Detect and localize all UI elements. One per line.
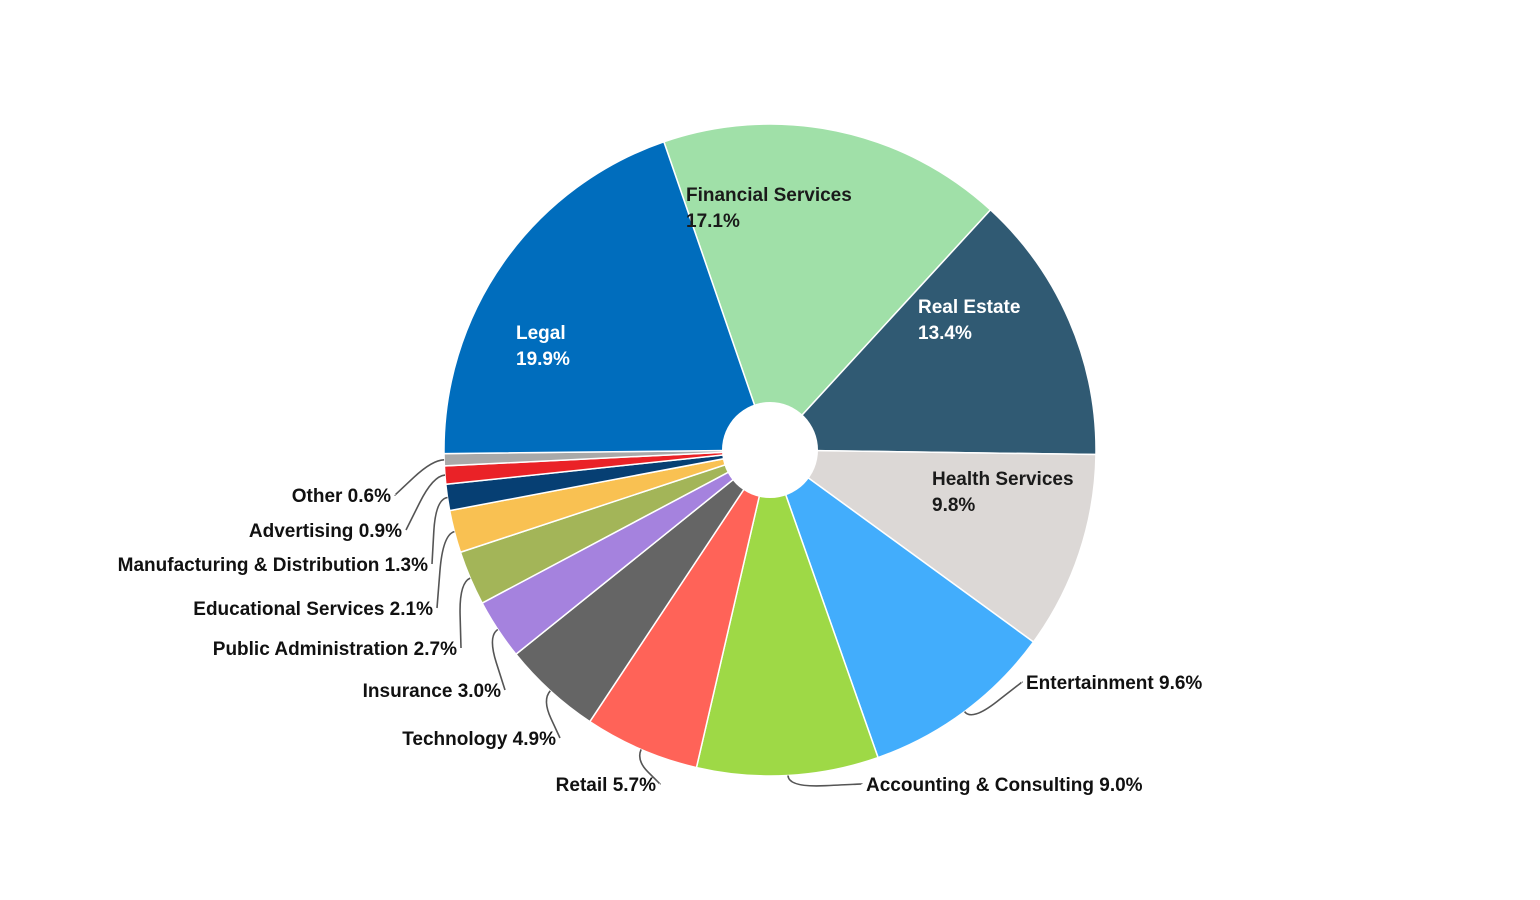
- leader-manufacturing-and-distribution: [431, 496, 448, 565]
- label-advertising: Advertising 0.9%: [249, 521, 402, 542]
- leader-educational-services: [436, 530, 455, 609]
- label-real-estate: Real Estate: [918, 297, 1020, 318]
- leader-accounting-and-consulting: [787, 775, 863, 787]
- leader-lines: [394, 459, 1023, 787]
- label-health-services: Health Services: [932, 469, 1074, 490]
- leader-advertising: [405, 474, 446, 531]
- leader-other: [394, 459, 445, 496]
- label-educational-services: Educational Services 2.1%: [193, 599, 433, 620]
- pie-slices: [443, 123, 1097, 777]
- slice-real-estate: [768, 208, 1097, 456]
- donut-hole: [722, 402, 818, 498]
- label-public-administration: Public Administration 2.7%: [213, 639, 457, 660]
- leader-technology: [545, 690, 561, 739]
- label-legal: Legal: [516, 323, 566, 344]
- label-accounting-and-consulting: Accounting & Consulting 9.0%: [866, 775, 1143, 796]
- slice-labels: Financial Services 17.1% Real Estate 13.4% H…: [118, 185, 1203, 796]
- label-other: Other 0.6%: [292, 486, 391, 507]
- value-label-real-estate: 13.4%: [918, 323, 972, 344]
- slice-financial-services: [662, 123, 992, 452]
- leader-public-administration: [459, 577, 471, 649]
- leader-insurance: [491, 628, 506, 691]
- slice-entertainment: [768, 447, 1035, 759]
- label-entertainment: Entertainment 9.6%: [1026, 673, 1202, 694]
- slice-accounting-and-consulting: [695, 447, 880, 777]
- leader-entertainment: [963, 681, 1023, 716]
- slice-legal: [443, 140, 772, 455]
- value-label-legal: 19.9%: [516, 349, 570, 370]
- label-technology: Technology 4.9%: [402, 729, 556, 750]
- label-retail: Retail 5.7%: [556, 775, 656, 796]
- label-insurance: Insurance 3.0%: [363, 681, 501, 702]
- label-manufacturing-and-distribution: Manufacturing & Distribution 1.3%: [118, 555, 428, 576]
- slice-health-services: [767, 449, 1097, 644]
- value-label-health-services: 9.8%: [932, 495, 975, 516]
- leader-retail: [638, 749, 661, 785]
- label-financial-services: Financial Services: [686, 185, 852, 206]
- value-label-financial-services: 17.1%: [686, 211, 740, 232]
